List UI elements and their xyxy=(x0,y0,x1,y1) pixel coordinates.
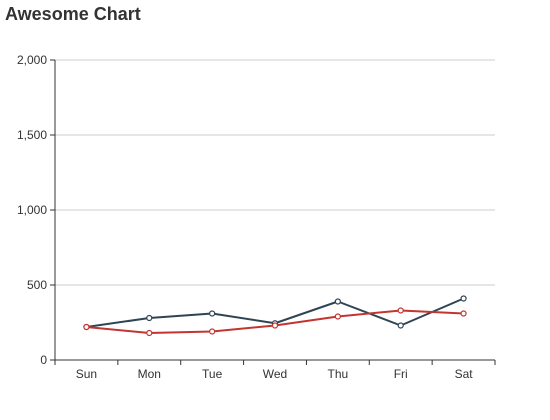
y-tick-label: 0 xyxy=(40,353,47,367)
x-tick-label: Mon xyxy=(138,367,161,381)
series-1-point xyxy=(209,310,216,317)
series-1-point xyxy=(460,295,467,302)
series-2-point xyxy=(83,323,90,331)
series-layer xyxy=(83,295,467,337)
grid-lines xyxy=(55,59,495,286)
y-tick-label: 2,000 xyxy=(17,53,47,67)
y-tick-label: 1,500 xyxy=(17,128,47,142)
series-2-point xyxy=(334,313,341,320)
x-tick-label: Tue xyxy=(202,367,223,381)
series-2-point xyxy=(397,307,404,314)
series-1-point xyxy=(334,298,341,305)
y-tick-label: 1,000 xyxy=(17,203,47,217)
series-1-point xyxy=(146,314,153,322)
chart-title: Awesome Chart xyxy=(5,4,141,24)
axes: 0 500 1,000 1,500 2,000 Sun Mon Tue Wed Thu Fri Sat xyxy=(17,53,496,381)
series-2-point xyxy=(271,322,279,329)
series-1-point xyxy=(397,322,404,329)
series-2-point xyxy=(146,329,153,337)
x-tick-label: Sun xyxy=(76,367,97,381)
series-2-point xyxy=(209,328,216,335)
x-tick-label: Fri xyxy=(394,367,408,381)
x-tick-label: Thu xyxy=(328,367,349,381)
series-2-point xyxy=(460,310,467,317)
y-tick-label: 500 xyxy=(27,278,47,292)
x-tick-label: Sat xyxy=(455,367,474,381)
x-tick-label: Wed xyxy=(263,367,287,381)
